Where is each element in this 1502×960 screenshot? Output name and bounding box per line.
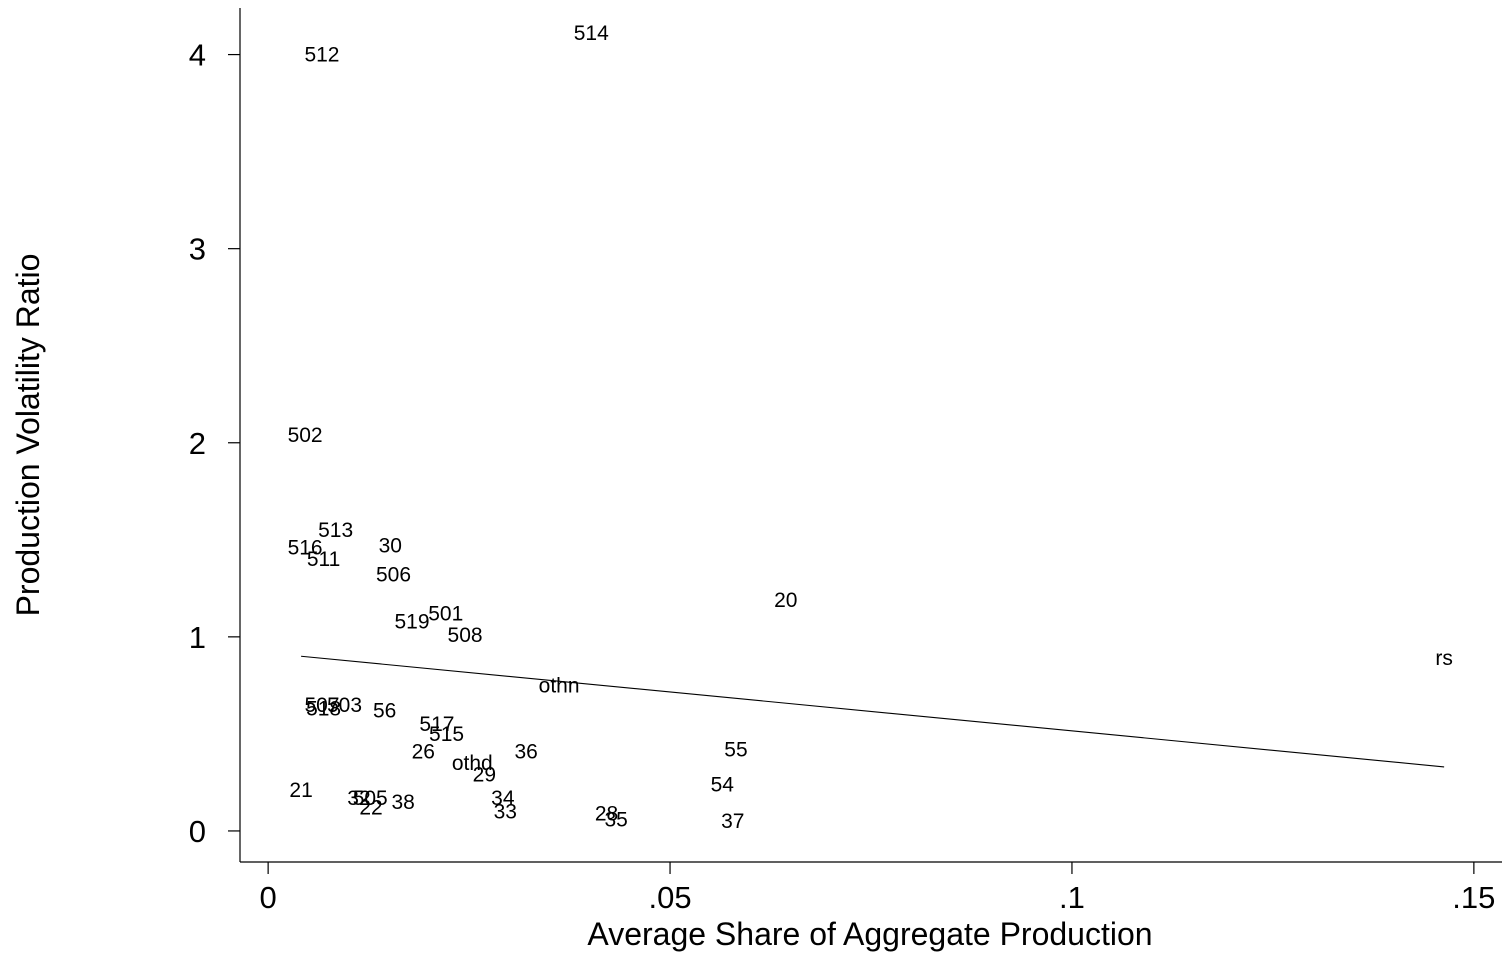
point-label: 34 bbox=[491, 787, 515, 810]
point-label: 513 bbox=[318, 519, 353, 542]
y-axis-title: Production Volatility Ratio bbox=[10, 254, 46, 617]
point-label: 512 bbox=[304, 44, 339, 67]
y-tick-label: 4 bbox=[189, 38, 206, 73]
point-label: 502 bbox=[288, 424, 323, 447]
x-axis-title: Average Share of Aggregate Production bbox=[587, 916, 1152, 952]
point-label: othn bbox=[539, 674, 580, 697]
point-label: 519 bbox=[394, 610, 429, 633]
point-label: 28 bbox=[595, 802, 618, 825]
point-label: 33 bbox=[494, 801, 517, 824]
x-tick-label: .1 bbox=[1059, 880, 1085, 915]
point-label: 511 bbox=[307, 548, 340, 571]
y-tick-label: 3 bbox=[189, 232, 206, 267]
y-tick-label: 1 bbox=[189, 620, 206, 655]
x-axis: 0 .05 .1 .15 bbox=[240, 861, 1502, 915]
point-label: 507 bbox=[304, 694, 339, 717]
point-label: 515 bbox=[429, 723, 464, 746]
point-label: 20 bbox=[774, 589, 797, 612]
y-tick-label: 0 bbox=[189, 814, 206, 849]
y-axis: 0 1 2 3 4 bbox=[189, 8, 241, 862]
point-label: 37 bbox=[721, 810, 744, 833]
point-label: 21 bbox=[289, 779, 312, 802]
point-label: 36 bbox=[514, 740, 537, 763]
point-label: 35 bbox=[605, 808, 628, 831]
point-label: 516 bbox=[288, 537, 323, 560]
point-label: rs bbox=[1435, 647, 1453, 670]
x-tick-label: 0 bbox=[260, 880, 277, 915]
point-label: 505 bbox=[353, 787, 388, 810]
point-label: 55 bbox=[724, 738, 747, 761]
point-label: 32 bbox=[347, 787, 370, 810]
point-label: othd bbox=[452, 752, 493, 775]
point-label: 22 bbox=[359, 797, 382, 820]
point-label: 54 bbox=[711, 773, 735, 796]
point-label: 503 bbox=[327, 694, 362, 717]
y-tick-label: 2 bbox=[189, 426, 206, 461]
fit-line-group bbox=[301, 655, 1445, 768]
point-label: 26 bbox=[412, 740, 435, 763]
point-label: 501 bbox=[428, 603, 463, 626]
point-label: 29 bbox=[473, 764, 496, 787]
fit-line bbox=[301, 655, 1445, 768]
point-label: 508 bbox=[448, 624, 483, 647]
point-label: 56 bbox=[373, 700, 396, 723]
point-label: 517 bbox=[419, 713, 454, 736]
point-label: 38 bbox=[391, 791, 414, 814]
point-label: 518 bbox=[306, 698, 341, 721]
point-label: 30 bbox=[379, 535, 402, 558]
point-label: 506 bbox=[376, 564, 411, 587]
x-tick-label: .15 bbox=[1452, 880, 1495, 915]
x-tick-label: .05 bbox=[648, 880, 691, 915]
point-label: 514 bbox=[574, 22, 609, 45]
